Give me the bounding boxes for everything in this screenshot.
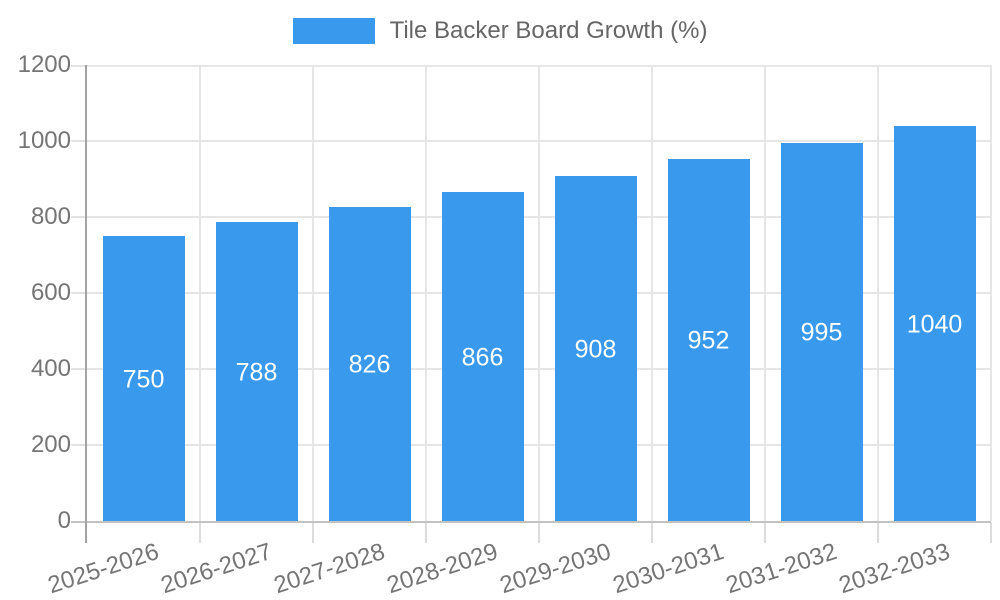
y-axis-tick bbox=[71, 444, 87, 446]
x-axis-tick bbox=[425, 523, 427, 543]
y-tick-label: 1200 bbox=[17, 51, 71, 78]
y-tick-label: 200 bbox=[30, 431, 71, 458]
bar-value-label: 908 bbox=[574, 335, 617, 363]
plot-area: 0 200 400 600 800 1000 1200 750 2025-2026 788 2026… bbox=[18, 51, 992, 599]
bar[interactable] bbox=[667, 159, 750, 521]
x-axis-tick bbox=[651, 523, 653, 543]
x-tick-label: 2028-2029 bbox=[383, 538, 501, 600]
gridline-vertical bbox=[877, 65, 879, 521]
gridline-vertical bbox=[312, 65, 314, 521]
gridline-vertical bbox=[651, 65, 653, 521]
legend-swatch bbox=[292, 18, 375, 44]
x-axis-tick bbox=[538, 523, 540, 543]
bar[interactable] bbox=[215, 222, 298, 521]
gridline-vertical bbox=[199, 65, 201, 521]
bar-value-label: 826 bbox=[348, 350, 391, 379]
x-tick-label: 2025-2026 bbox=[44, 538, 162, 600]
x-axis-tick bbox=[312, 523, 314, 543]
legend[interactable]: Tile Backer Board Growth (%) bbox=[0, 16, 1000, 46]
bar-value-label: 750 bbox=[122, 365, 165, 393]
bar-value-label: 788 bbox=[235, 358, 278, 386]
bar-value-label: 1040 bbox=[906, 310, 963, 338]
gridline-vertical bbox=[538, 65, 540, 521]
y-tick-label: 600 bbox=[30, 279, 71, 306]
bar[interactable] bbox=[893, 126, 976, 521]
gridline-vertical bbox=[764, 65, 766, 521]
x-axis-line bbox=[71, 521, 991, 523]
x-tick-label: 2032-2033 bbox=[835, 538, 953, 600]
x-axis-tick bbox=[877, 523, 879, 543]
x-tick-label: 2029-2030 bbox=[496, 538, 614, 600]
y-axis-tick bbox=[71, 216, 87, 218]
bar[interactable] bbox=[102, 236, 185, 521]
y-axis-tick bbox=[71, 292, 87, 294]
bar-value-label: 995 bbox=[800, 318, 843, 347]
bar[interactable] bbox=[554, 176, 637, 521]
bar-value-label: 866 bbox=[461, 343, 504, 371]
y-tick-label: 800 bbox=[30, 203, 71, 230]
y-tick-label: 1000 bbox=[17, 127, 71, 154]
bar-value-label: 952 bbox=[687, 326, 730, 355]
bar[interactable] bbox=[780, 143, 863, 521]
x-tick-label: 2027-2028 bbox=[270, 538, 388, 600]
x-axis-tick bbox=[990, 523, 992, 543]
y-tick-label: 0 bbox=[57, 507, 71, 534]
x-tick-label: 2030-2031 bbox=[609, 538, 727, 600]
x-tick-label: 2031-2032 bbox=[722, 538, 840, 600]
x-axis-tick bbox=[764, 523, 766, 543]
gridline-vertical bbox=[425, 65, 427, 521]
y-axis-tick bbox=[71, 65, 87, 67]
x-tick-label: 2026-2027 bbox=[157, 538, 275, 600]
bar[interactable] bbox=[441, 192, 524, 521]
legend-label: Tile Backer Board Growth (%) bbox=[389, 17, 708, 44]
y-axis-tick bbox=[71, 368, 87, 370]
gridline-vertical bbox=[990, 65, 992, 521]
y-tick-label: 400 bbox=[30, 355, 71, 382]
y-axis-tick bbox=[71, 140, 87, 142]
x-axis-tick bbox=[199, 523, 201, 543]
bar[interactable] bbox=[328, 207, 411, 521]
y-axis-line bbox=[85, 65, 87, 543]
